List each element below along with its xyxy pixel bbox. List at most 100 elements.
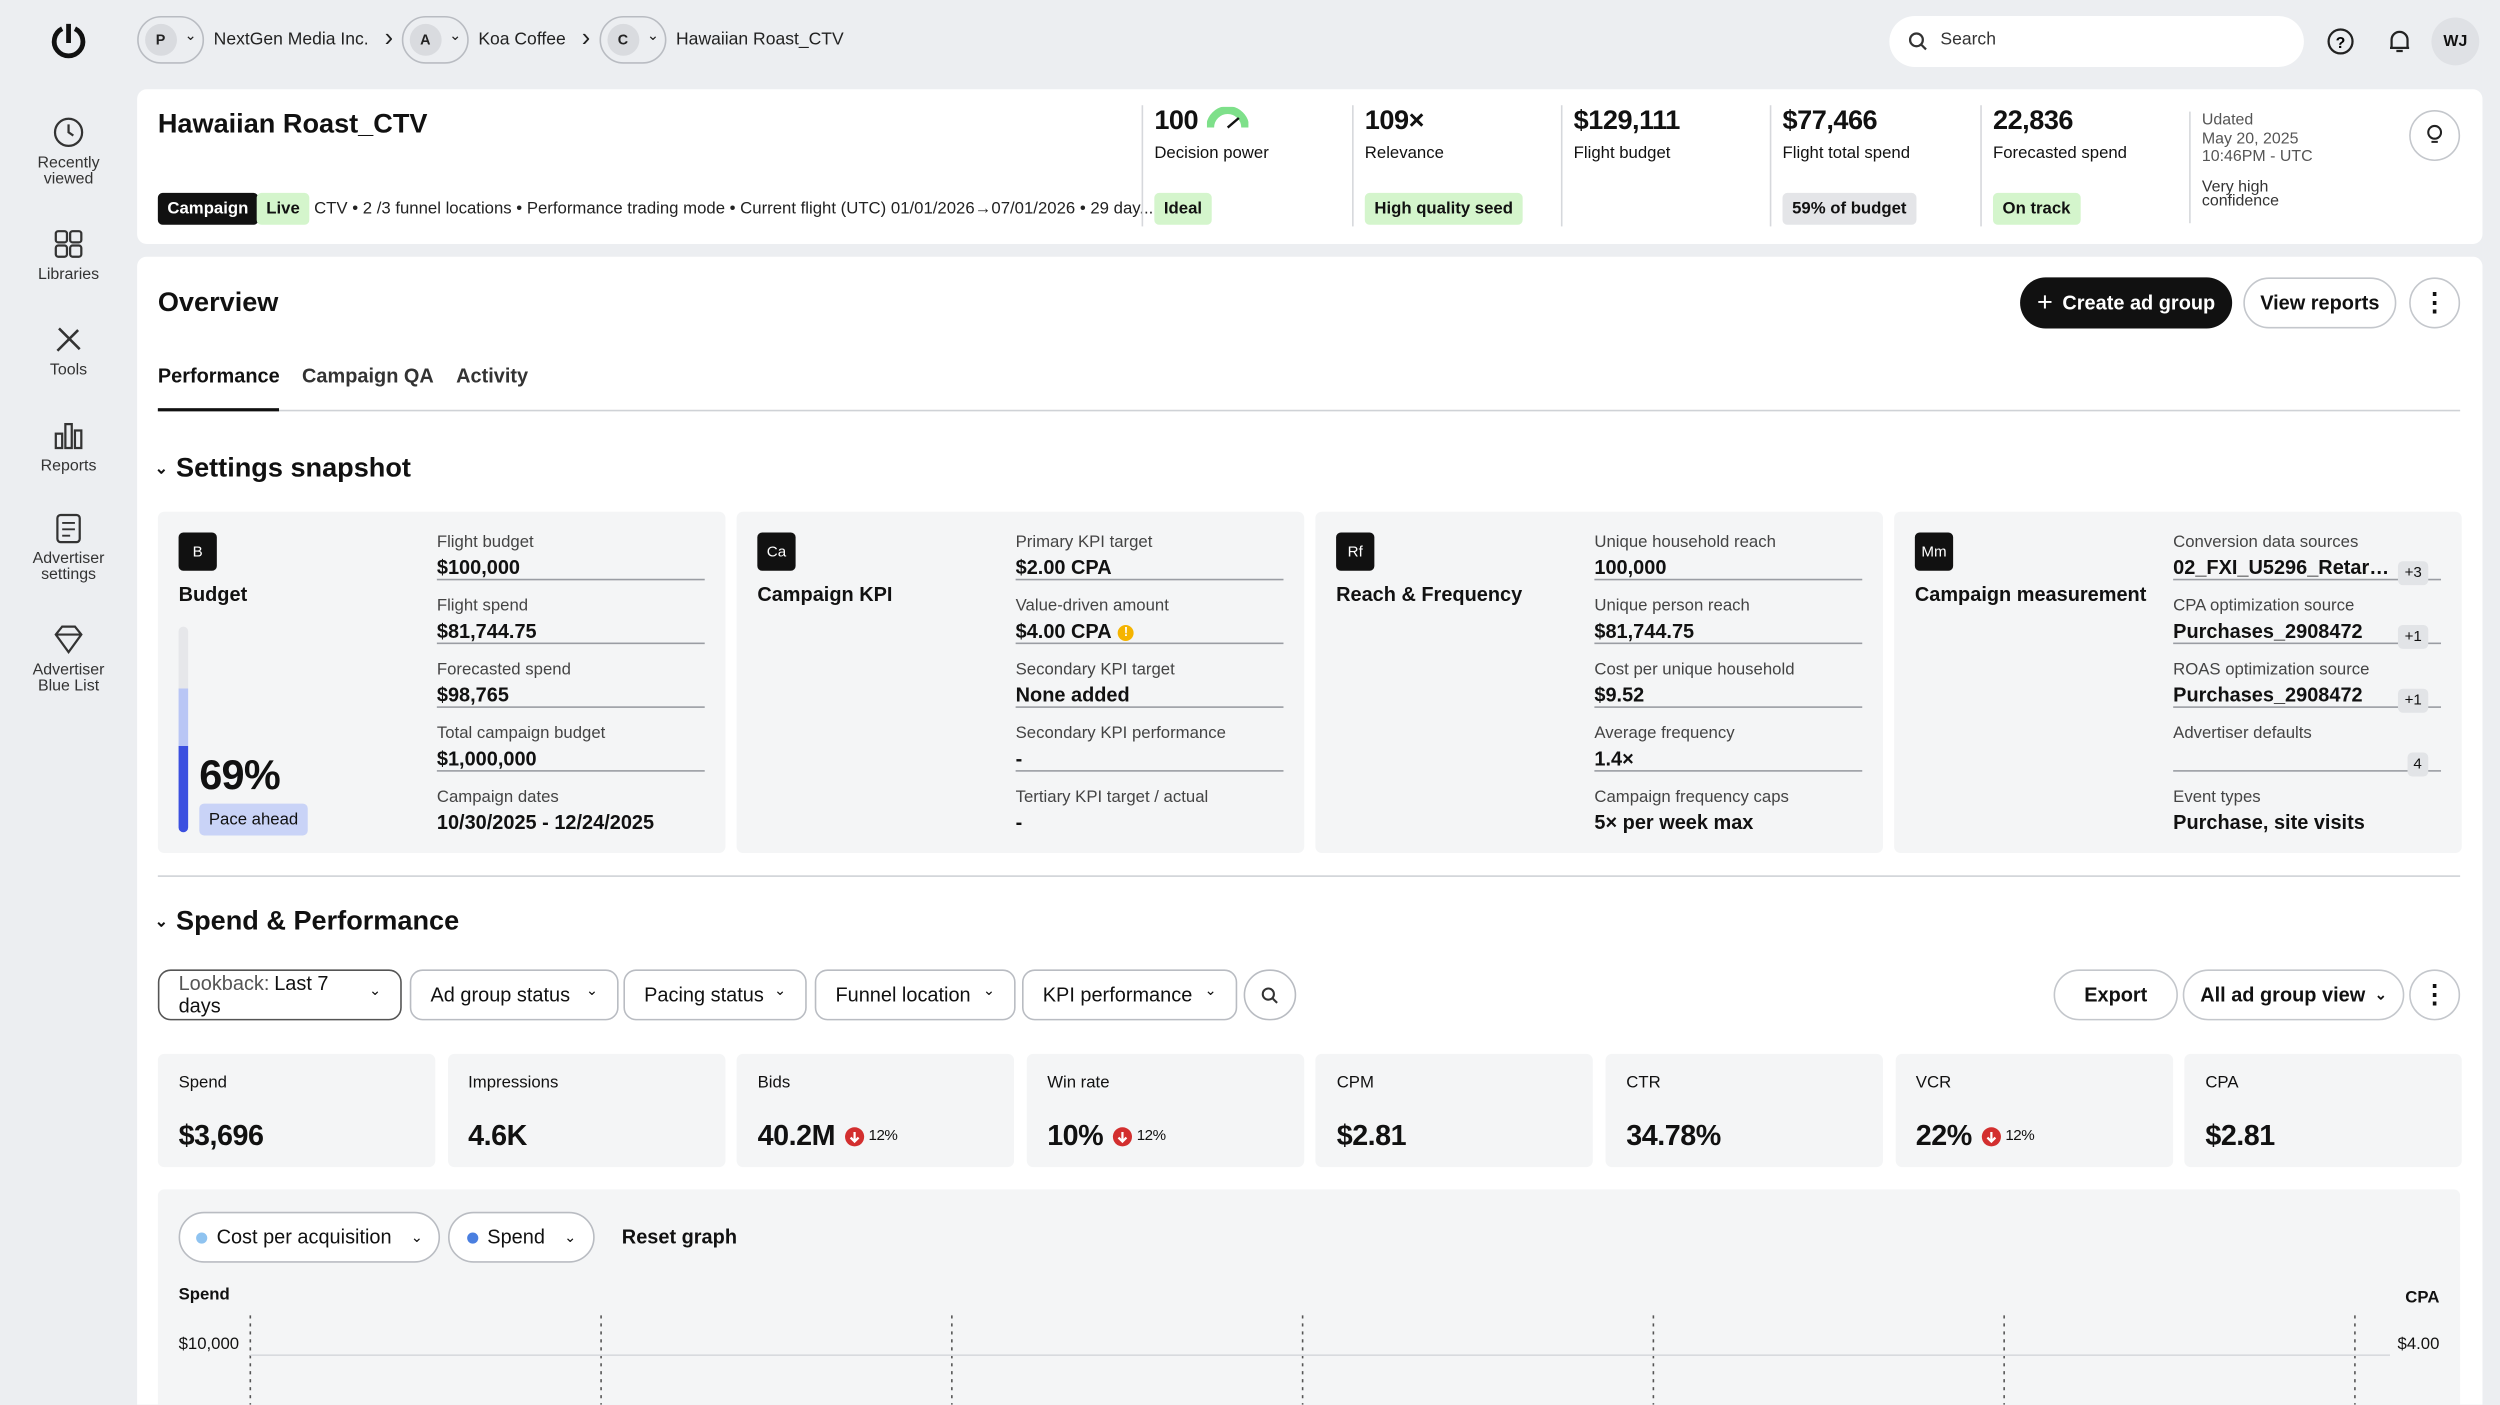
metric-value: 22% 12%	[1916, 1119, 2035, 1152]
stat-label: Forecasted spend	[1992, 143, 2128, 163]
reset-graph[interactable]: Reset graph	[621, 1226, 738, 1249]
tab[interactable]: Performance	[157, 365, 280, 412]
field-value: $81,744.75	[436, 620, 537, 643]
field-label: Value-driven amount	[1015, 596, 1169, 616]
campaign-header: Hawaiian Roast_CTV Campaign Live CTV • 2…	[137, 89, 2483, 244]
nav-item[interactable]: Reports	[0, 418, 137, 475]
create-ad-group-button[interactable]: + Create ad group	[2020, 277, 2233, 329]
field-value: $9.52	[1594, 683, 1645, 707]
field-label: Forecasted spend	[436, 660, 571, 680]
filter-text: Pacing status	[644, 984, 764, 1006]
tab[interactable]: Campaign QA	[302, 365, 434, 388]
nav-label: Recently viewed	[37, 154, 100, 189]
nav-item[interactable]: Advertiser Blue List	[0, 622, 137, 695]
field-value: $98,765	[436, 683, 509, 707]
gauge-icon	[1206, 105, 1250, 137]
metric-selector[interactable]: Cost per acquisition ⌄	[178, 1211, 441, 1263]
field-value: 1.4×	[1594, 747, 1634, 771]
filter-value: Pacing status	[644, 983, 764, 1007]
field: Conversion data sources 02_FXI_U5296_Reta…	[2173, 532, 2442, 586]
logo[interactable]	[49, 21, 87, 59]
nav-item[interactable]: Libraries	[0, 226, 137, 283]
breadcrumb-item[interactable]: A ⌄ Koa Coffee ›	[401, 15, 590, 64]
nav-item[interactable]: Recently viewed	[0, 115, 137, 188]
filter-value: Ad group status	[430, 983, 571, 1007]
settings-heading[interactable]: ⌄ Settings snapshot	[155, 453, 411, 485]
notification-icon[interactable]	[2385, 27, 2414, 56]
more-button[interactable]: ⋮	[2409, 277, 2461, 329]
filter[interactable]: Funnel location ⌄	[814, 969, 1016, 1021]
nav-item[interactable]: Advertiser settings	[0, 510, 137, 583]
selector-label: Spend	[487, 1226, 545, 1249]
field-value: -	[1015, 811, 1023, 834]
field: Unique person reach $81,744.75	[1594, 596, 1863, 645]
stat-label: Flight budget	[1573, 143, 1671, 163]
search-box[interactable]: Search	[1889, 15, 2304, 67]
insight-button[interactable]	[2409, 110, 2461, 162]
metric-value: 40.2M 12%	[758, 1119, 898, 1152]
metric-number: $2.81	[2205, 1119, 2275, 1152]
breadcrumb-badge: C	[607, 23, 639, 56]
metric-tile: CTR 34.78%	[1605, 1053, 1883, 1168]
card-icon: Rf	[1336, 532, 1375, 571]
metric-selector[interactable]: Spend ⌄	[448, 1211, 595, 1263]
field-label: Campaign frequency caps	[1594, 787, 1789, 807]
view-select[interactable]: All ad group view ⌄	[2182, 969, 2405, 1021]
tabs: Performance Campaign QA Activity	[157, 365, 529, 412]
metric-change: 12%	[1112, 1126, 1166, 1146]
field-value: Purchases_2908472	[2173, 620, 2363, 643]
graph-card: Cost per acquisition ⌄ Spend ⌄ Reset graph…	[157, 1189, 2461, 1405]
chevron: ⌄	[1204, 982, 1217, 999]
type-badge: Campaign	[157, 192, 258, 225]
metric-value: $2.81	[1337, 1119, 1407, 1152]
stat-value: $77,466	[1783, 105, 1974, 137]
metric-value: $2.81	[2205, 1119, 2275, 1152]
field-label: Flight spend	[436, 596, 529, 616]
metric-tile: VCR 22% 12%	[1895, 1053, 2173, 1168]
updated-info: Udated May 20, 2025 10:46PM - UTC Very h…	[2189, 111, 2321, 224]
metric-tile: Spend $3,696	[157, 1053, 436, 1168]
filter-text: Lookback: Last 7 days	[179, 973, 363, 1018]
breadcrumb-item[interactable]: C ⌄ Hawaiian Roast_CTV	[599, 15, 844, 64]
stat-number: 100	[1154, 105, 1199, 136]
card-icon: B	[178, 532, 217, 571]
settings-card: Rf Reach & Frequency Unique household reac…	[1315, 511, 1883, 853]
change-value: 12%	[2005, 1127, 2035, 1145]
metric-label: CPM	[1336, 1073, 1374, 1093]
help-icon[interactable]: ?	[2326, 27, 2355, 56]
field-label: Secondary KPI performance	[1015, 723, 1226, 743]
field-label: Campaign dates	[436, 787, 559, 807]
filter-search-button[interactable]	[1243, 969, 1297, 1021]
field-label: Flight budget	[436, 532, 534, 552]
field-value: $81,744.75	[1594, 620, 1695, 643]
filter[interactable]: Ad group status ⌄	[409, 969, 619, 1021]
pace-bar	[178, 626, 189, 833]
stat: $77,466 Flight total spend 59% of budget	[1769, 105, 1974, 227]
field-label: Conversion data sources	[2173, 532, 2359, 552]
nav-item[interactable]: Tools	[0, 322, 137, 379]
filter[interactable]: Pacing status ⌄	[623, 969, 807, 1021]
warning-icon: !	[1118, 625, 1134, 641]
metric-label: CTR	[1626, 1073, 1661, 1093]
spend-heading[interactable]: ⌄ Spend & Performance	[155, 906, 460, 938]
breadcrumb-pill: C ⌄	[599, 15, 667, 64]
right-axis-tick: $4.00	[2397, 1334, 2440, 1354]
field-value: $4.00 CPA!	[1016, 620, 1239, 643]
filter-value: KPI performance	[1042, 983, 1193, 1007]
more-button[interactable]: ⋮	[2409, 969, 2461, 1021]
chevron: ⌄	[646, 27, 659, 44]
tab[interactable]: Activity	[456, 365, 529, 388]
search-placeholder: Search	[1940, 30, 1996, 50]
section-title: Spend & Performance	[176, 905, 460, 936]
filter[interactable]: KPI performance ⌄	[1022, 969, 1238, 1021]
user-avatar[interactable]: WJ	[2431, 17, 2480, 66]
filter[interactable]: Lookback: Last 7 days ⌄	[157, 969, 402, 1021]
field-value: 02_FXI_U5296_Retargeting	[2173, 556, 2397, 579]
field: Cost per unique household $9.52	[1594, 660, 1863, 708]
view-reports-button[interactable]: View reports	[2243, 277, 2397, 329]
stat-value: 100	[1154, 105, 1345, 137]
export-button[interactable]: Export	[2053, 969, 2178, 1021]
breadcrumb-item[interactable]: P ⌄ NextGen Media Inc. ›	[137, 15, 393, 64]
field-value: -	[1015, 747, 1023, 771]
